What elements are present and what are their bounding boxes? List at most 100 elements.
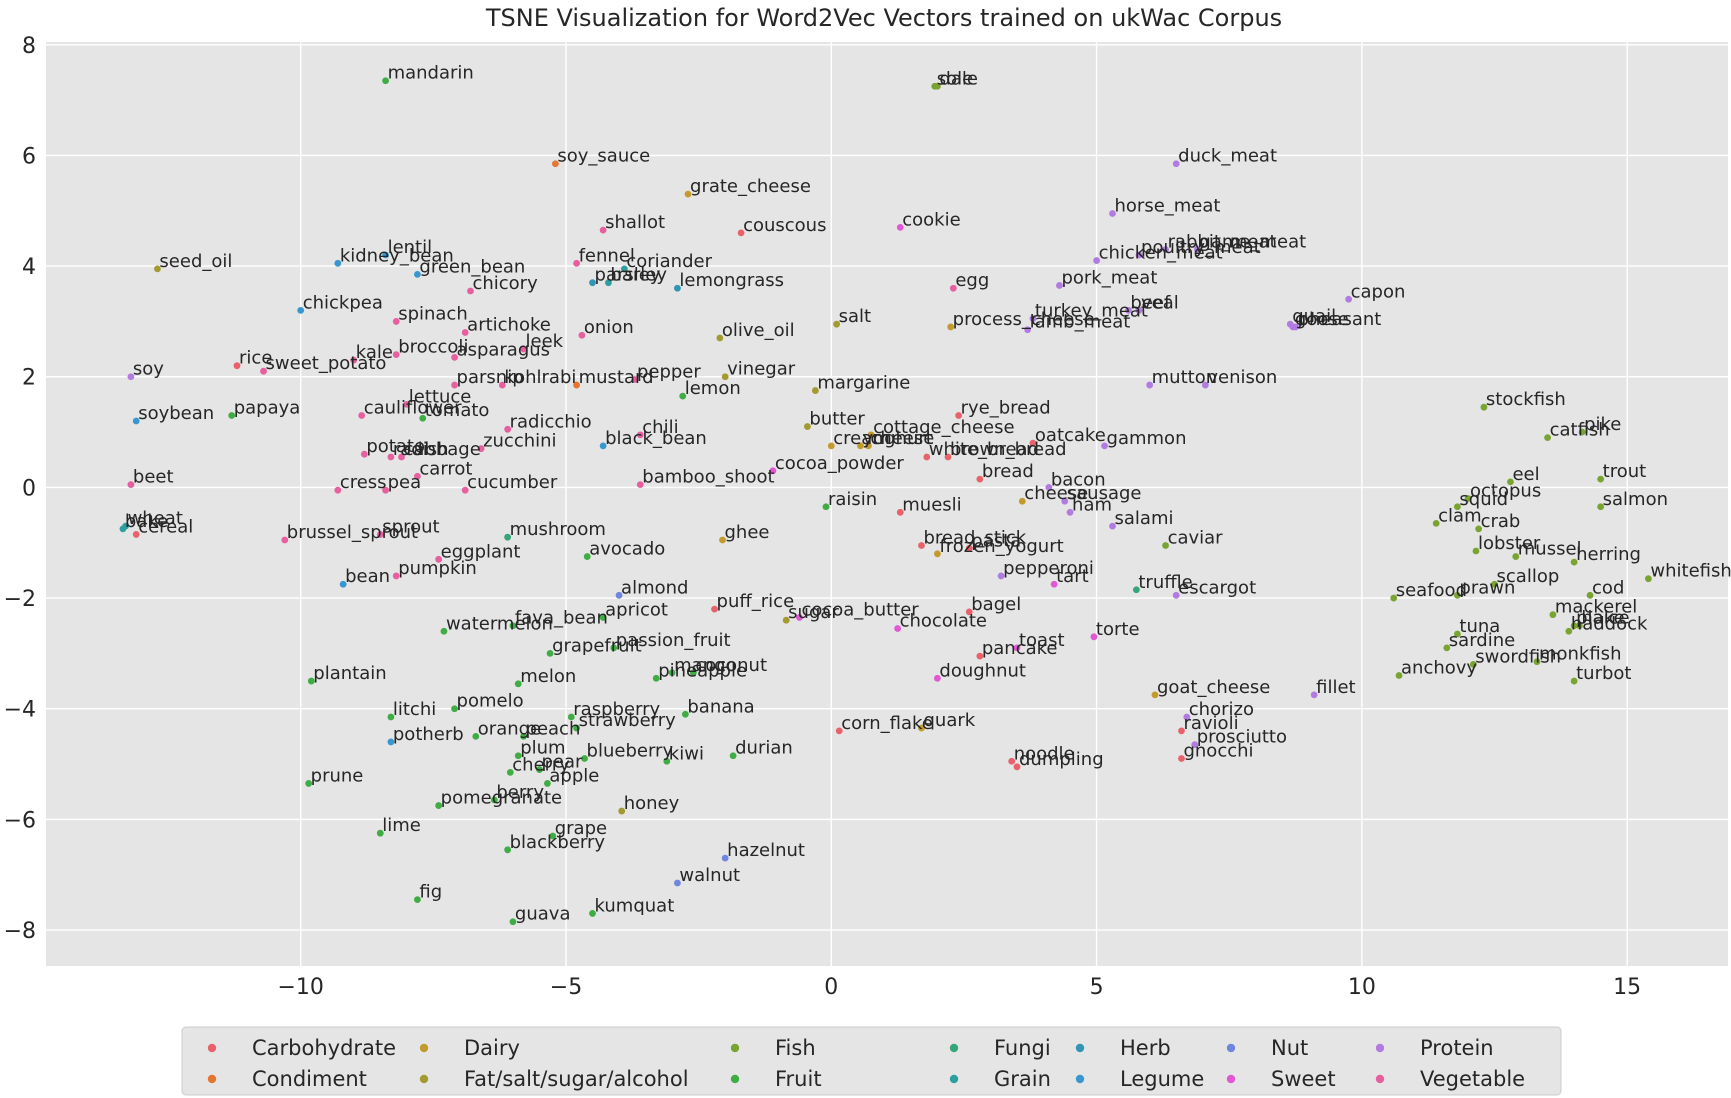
point-label: cereal [138,516,193,537]
point-gammon [1101,442,1108,450]
point-label: hake [1581,608,1624,629]
point-bread-stick [918,542,925,549]
point-ravioli [1178,727,1185,735]
point-fig [414,896,421,904]
point-label: dumpling [1019,749,1104,770]
point-label: kumquat [595,895,675,916]
point-watermelon [440,627,448,635]
point-label: ham [1072,494,1112,515]
point-muesli [896,508,904,516]
point-cucumber [461,486,469,494]
point-veal [1135,306,1143,314]
point-label: black_bean [605,428,707,449]
point-label: cocoa_powder [775,453,905,474]
point-label: shallot [605,212,665,233]
point-kohlrabi [498,381,506,389]
point-fillet [1310,691,1318,699]
point-guava [509,918,517,926]
x-tick-label: 5 [1090,975,1104,1000]
point-tuna [1453,630,1461,638]
point-walnut [674,879,681,887]
point-dumpling [1013,763,1021,771]
point-toast [1013,644,1021,652]
point-game-meat [1194,246,1201,253]
point-label: blackberry [510,832,606,853]
point-label: walnut [679,865,740,886]
point-label: kidney_bean [340,245,454,266]
point-label: beef [1130,292,1171,313]
point-label: papaya [234,397,301,418]
point-label: pomegranate [441,788,562,809]
point-label: cauliflower [364,397,462,418]
point-label: fava_bean [515,608,608,629]
x-tick-label: −5 [550,975,582,1000]
point-label: mango [674,655,736,676]
point-broccoli [392,351,400,359]
point-coriander [620,265,628,273]
legend-label: Condiment [252,1067,367,1091]
point-label: brown_bread [950,439,1067,460]
point-sprout [376,531,384,538]
point-chickpea [297,306,305,314]
point-label: butter [809,409,865,430]
point-label: berry [496,782,544,803]
point-avocado [583,553,591,560]
point-label: goose [1295,309,1349,330]
point-label: lemon [685,378,741,399]
point-label: sweet_potato [266,353,387,374]
point-label: orange [478,718,541,739]
point-ghee [719,536,726,544]
point-stockfish [1480,403,1488,411]
point-label: caviar [1168,527,1224,548]
point-label: pumpkin [398,558,477,579]
point-papaya [228,412,236,419]
point-label: wheat [128,508,183,529]
point-prune [305,780,313,787]
point-label: durian [735,738,793,759]
point-potato [360,450,368,458]
point-label: prune [311,765,364,786]
point-label: grape [555,818,607,839]
point-label: cherry [512,754,570,775]
point-green-bean [414,270,421,278]
point-brussel-sprout [281,536,289,544]
point-berry [490,796,498,804]
legend-marker [419,1074,429,1084]
point-beef [1125,306,1132,314]
point-kidney-bean [334,259,342,267]
point-prosciutto [1191,741,1199,749]
point-label: ghee [725,522,770,543]
point-seafood [1390,594,1398,602]
point-goat-cheese [1151,691,1159,699]
point-fava-bean [509,622,517,630]
point-octopus [1464,495,1472,502]
point-label: sole [937,68,973,89]
point-label: salami [1115,508,1174,529]
point-label: pea [388,472,422,493]
legend-label: Fish [775,1036,816,1060]
point-label: sausage [1067,483,1142,504]
point-label: broccoli [398,337,468,358]
point-label: turbot [1576,663,1631,684]
legend-marker [949,1043,959,1053]
point-sweet-potato [260,367,267,375]
point-pumpkin [392,572,400,580]
legend-marker [1075,1074,1085,1084]
point-label: litchi [393,699,436,720]
point-beet [127,481,135,489]
point-label: cheese [1024,483,1088,504]
y-tick-label: 2 [22,366,36,391]
point-lobster [1472,547,1480,555]
point-label: chili [642,417,678,438]
point-label: pear [541,752,583,773]
point-label: chickpea [303,292,383,313]
point-label: oatcake [1035,425,1106,446]
point-bean [339,580,347,588]
point-label: pepperoni [1003,558,1094,579]
point-label: herring [1576,544,1641,565]
point-capon [1345,295,1353,303]
point-pork-meat [1056,282,1063,289]
point-soy [127,373,135,381]
point-label: bread [982,461,1034,482]
point-bamboo-shoot [636,481,644,489]
